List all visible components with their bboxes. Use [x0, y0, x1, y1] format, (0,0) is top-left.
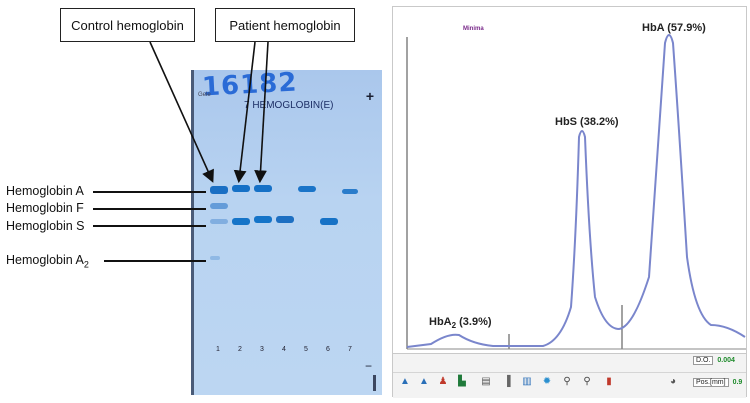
band-lane1-hba2 — [210, 256, 220, 260]
pos-readout: Pos.[mm] 0.9 — [693, 378, 742, 387]
bar-icon[interactable]: ▐ — [503, 376, 511, 387]
stamp-icon[interactable]: ▮ — [606, 376, 612, 387]
peak-label-hbs: HbS (38.2%) — [555, 116, 619, 128]
gel-corner-text: Gele — [198, 92, 211, 98]
band-lane4-hbs — [276, 216, 294, 223]
label-hemoglobin-a2: Hemoglobin A2 — [6, 253, 89, 270]
label-hemoglobin-a: Hemoglobin A — [6, 184, 84, 198]
lane-number-1: 1 — [216, 346, 220, 353]
od-readout: D.O. 0.004 — [693, 356, 735, 365]
lane-number-3: 3 — [260, 346, 264, 353]
toolbar-divider — [393, 372, 746, 373]
lane-number-4: 4 — [282, 346, 286, 353]
electrophoresis-gel: 16182 Gele 7 HEMOGLOBIN(E) + − 1 2 3 4 5… — [191, 67, 382, 395]
lane-number-7: 7 — [348, 346, 352, 353]
peak-hba2-sub: 2 — [452, 321, 457, 330]
od-value: 0.004 — [717, 357, 735, 364]
band-lane7-hba — [342, 189, 358, 194]
densitometry-panel: Minima HbA2 (3.9%) HbS (38.2%) HbA (57.9… — [392, 6, 747, 398]
band-lane5-hba — [298, 186, 316, 192]
od-label: D.O. — [693, 356, 714, 365]
band-lane1-hbf — [210, 203, 228, 209]
minima-label: Minima — [463, 26, 484, 32]
baseline-icon[interactable]: ▙ — [458, 376, 466, 387]
label-hemoglobin-f: Hemoglobin F — [6, 201, 84, 215]
wrench-icon[interactable]: ⚲ — [563, 376, 571, 387]
densitometry-trace — [406, 34, 746, 348]
peak-add-icon[interactable]: ▲ — [400, 376, 410, 387]
band-lane1-hba — [210, 186, 228, 194]
label-hemoglobin-s: Hemoglobin S — [6, 219, 85, 233]
densitometry-plot: Minima HbA2 (3.9%) HbS (38.2%) HbA (57.9… — [393, 7, 746, 352]
patient-hemoglobin-callout: Patient hemoglobin — [215, 8, 355, 42]
control-hemoglobin-label: Control hemoglobin — [71, 17, 184, 33]
lane-number-6: 6 — [326, 346, 330, 353]
lane-number-2: 2 — [238, 346, 242, 353]
gel-cathode-sign: − — [364, 359, 372, 373]
peak-person-icon[interactable]: ♟ — [438, 376, 448, 387]
gel-edge-marker — [373, 375, 376, 391]
gear-icon[interactable]: ✹ — [542, 376, 552, 387]
control-hemoglobin-callout: Control hemoglobin — [60, 8, 195, 42]
gel-subtitle: 7 HEMOGLOBIN(E) — [244, 100, 334, 111]
pos-label: Pos.[mm] — [693, 378, 729, 387]
band-lane2-hba — [232, 185, 250, 192]
band-lane1-hbs — [210, 219, 228, 224]
peak-label-hba: HbA (57.9%) — [642, 22, 706, 34]
label-hemoglobin-a2-main: Hemoglobin A — [6, 253, 84, 267]
band-lane3-hba — [254, 185, 272, 192]
band-lane2-hbs — [232, 218, 250, 225]
print-icon[interactable]: ▤ — [481, 376, 491, 387]
patient-hemoglobin-label: Patient hemoglobin — [229, 17, 341, 33]
tune-icon[interactable]: ⚲ — [583, 376, 591, 387]
gel-sample-number: 16182 — [201, 67, 299, 103]
peak-label-hba2: HbA2 (3.9%) — [429, 316, 492, 330]
densitometer-toolbar: ▲ ▲ ♟ ▙ ▤ ▐ ▥ ✹ ⚲ ⚲ ▮ ◕ D.O. 0.004 Pos.[… — [393, 353, 746, 398]
pos-value: 0.9 — [732, 379, 743, 386]
chart-icon[interactable]: ▥ — [522, 376, 532, 387]
label-hemoglobin-a2-sub: 2 — [83, 259, 89, 270]
band-lane6-hbs — [320, 218, 338, 225]
band-lane3-hbs — [254, 216, 272, 223]
peak-hba2-percent: (3.9%) — [456, 316, 492, 328]
lane-number-5: 5 — [304, 346, 308, 353]
gel-anode-sign: + — [365, 88, 374, 104]
paint-icon[interactable]: ◕ — [669, 376, 677, 387]
peak-up-icon[interactable]: ▲ — [419, 376, 429, 387]
peak-hba2-name: HbA — [429, 316, 452, 328]
